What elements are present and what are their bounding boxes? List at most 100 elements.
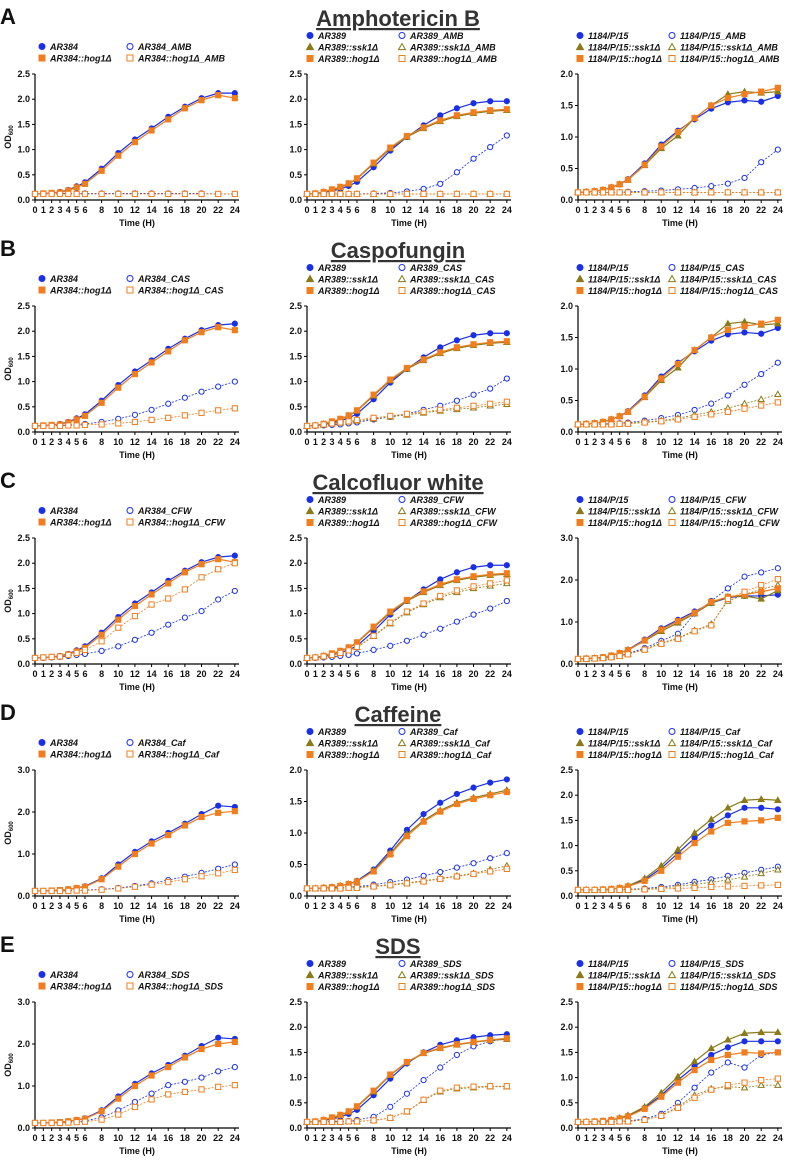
data-point [337, 649, 344, 657]
legend-marker [397, 506, 407, 515]
data-point [574, 189, 582, 196]
y-tick-label: 3.0 [17, 765, 30, 775]
legend-label: AR384::hog1Δ_CAS [137, 286, 224, 296]
x-axis-label: Time (H) [119, 218, 155, 228]
data-point [690, 1057, 699, 1065]
data-point [303, 422, 311, 430]
x-tick-label: 2 [49, 1133, 54, 1143]
data-point [370, 391, 377, 398]
y-tick-label: 2.0 [560, 575, 573, 585]
legend-marker [398, 264, 406, 271]
data-point [215, 92, 222, 99]
data-point [231, 320, 238, 327]
data-point [437, 808, 444, 815]
data-point [437, 180, 444, 187]
data-point [131, 613, 139, 620]
chart-3: 1184/P/151184/P/15::ssk1Δ1184/P/15::hog1… [560, 495, 782, 692]
data-point [453, 569, 460, 576]
data-point [437, 799, 444, 806]
series [31, 556, 238, 662]
data-point [591, 421, 598, 428]
y-tick-label: 2.0 [560, 69, 573, 79]
x-tick-label: 12 [130, 437, 140, 447]
x-tick-label: 20 [740, 205, 750, 215]
x-tick-label: 10 [385, 1133, 395, 1143]
data-point [345, 647, 352, 654]
data-point [487, 571, 494, 578]
series-line [35, 381, 235, 427]
legend-label: AR384::hog1Δ_AMB [137, 54, 226, 64]
data-point [453, 873, 460, 880]
data-point [774, 399, 781, 406]
data-point [198, 813, 205, 821]
series-line [306, 572, 507, 659]
data-point [165, 190, 172, 198]
data-point [724, 326, 731, 334]
series [574, 565, 781, 663]
series [574, 399, 781, 428]
x-tick-label: 5 [74, 1133, 79, 1143]
series [31, 1064, 238, 1127]
data-point [741, 381, 748, 388]
series-line [34, 326, 235, 427]
data-point [487, 339, 494, 346]
x-tick-label: 0 [575, 205, 580, 215]
data-point [165, 400, 172, 407]
series-line [306, 340, 507, 427]
x-tick-label: 14 [690, 901, 700, 911]
data-point [387, 619, 394, 626]
x-tick-label: 10 [385, 205, 395, 215]
y-tick-label: 2.5 [289, 69, 302, 79]
data-point [691, 347, 698, 354]
legend-marker [668, 287, 676, 294]
data-point [453, 618, 460, 625]
y-axis-label: OD600 [3, 357, 15, 381]
data-point [437, 1087, 444, 1094]
y-tick-label: 0.0 [17, 891, 30, 901]
data-point [691, 1094, 698, 1101]
y-tick-label: 1.0 [289, 377, 302, 387]
x-tick-label: 5 [617, 669, 622, 679]
data-point [708, 189, 715, 196]
data-point [690, 829, 699, 836]
data-point [215, 324, 222, 331]
data-point [674, 853, 682, 860]
legend-label: AR389 [317, 727, 346, 737]
data-point [708, 822, 715, 829]
data-point [403, 833, 411, 840]
data-point [198, 1086, 205, 1093]
legend-marker [576, 983, 584, 990]
x-tick-label: 16 [163, 669, 173, 679]
data-point [115, 190, 122, 198]
legend-marker [575, 738, 585, 747]
data-point [608, 654, 615, 661]
data-point [131, 411, 139, 418]
data-point [758, 804, 765, 811]
x-tick-label: 14 [690, 437, 700, 447]
y-tick-label: 2.5 [289, 301, 302, 311]
series [31, 92, 238, 198]
data-point [487, 107, 494, 114]
data-point [453, 800, 460, 808]
legend-label: 1184/P/15_Caf [680, 727, 741, 737]
series [574, 189, 781, 196]
data-point [724, 803, 732, 811]
legend-marker [576, 287, 584, 294]
data-point [165, 1091, 172, 1098]
x-tick-label: 16 [163, 205, 173, 215]
y-tick-label: 1.0 [560, 617, 573, 627]
x-tick-label: 20 [740, 1133, 750, 1143]
data-point [198, 1074, 205, 1081]
data-point [724, 94, 731, 102]
data-point [437, 349, 444, 356]
data-point [320, 421, 327, 428]
x-tick-label: 0 [575, 1133, 580, 1143]
x-tick-label: 12 [673, 1133, 683, 1143]
data-point [148, 406, 155, 413]
data-point [181, 586, 188, 593]
y-tick-label: 1.0 [560, 1073, 573, 1083]
data-point [674, 845, 682, 853]
